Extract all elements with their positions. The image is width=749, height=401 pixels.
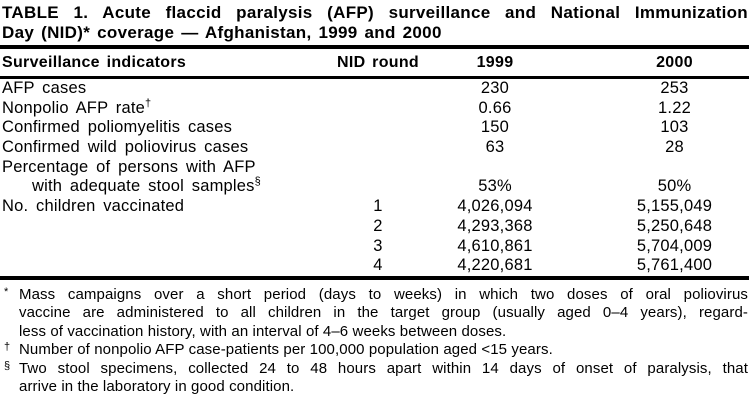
nid-round-cell: 1 — [373, 197, 383, 216]
table-row: 4 4,220,681 5,761,400 — [0, 256, 749, 276]
nid-round-cell: 2 — [373, 216, 383, 235]
table-row: Confirmed wild poliovirus cases 63 28 — [0, 138, 749, 158]
value-2000-cell: 103 — [660, 118, 689, 137]
column-header-2000: 2000 — [656, 54, 693, 71]
nid-round-cell: 3 — [373, 236, 383, 255]
table-row: No. children vaccinated 1 4,026,094 5,155,0… — [0, 197, 749, 217]
table-title-line-1: TABLE 1. Acute flaccid paralysis (AFP) s… — [2, 3, 748, 22]
table-header-row: Surveillance indicators NID round 1999 2… — [0, 49, 749, 76]
value-1999-cell: 230 — [480, 79, 510, 97]
footnote-line: less of vaccination history, with an int… — [19, 322, 507, 340]
value-2000-cell: 5,704,009 — [636, 236, 713, 255]
indicator-cell: Confirmed poliomyelitis cases — [2, 118, 233, 137]
table-row: 2 4,293,368 5,250,648 — [0, 217, 749, 237]
footnotes: * Mass campaigns over a short period (day… — [0, 280, 749, 397]
indicator-cell: with adequate stool samples§ — [32, 175, 261, 196]
footnote-line: arrive in the laboratory in good conditi… — [19, 378, 295, 396]
indicator-cell: AFP cases — [2, 79, 87, 97]
table-row: Percentage of persons with AFP — [0, 158, 749, 178]
footnote-line: Two stool specimens, collected 24 to 48 … — [19, 359, 748, 377]
bottom-rule — [0, 275, 749, 280]
value-2000-cell: 1.22 — [658, 98, 691, 117]
indicator-cell: No. children vaccinated — [2, 197, 185, 216]
table-row: Confirmed poliomyelitis cases 150 103 — [0, 118, 749, 138]
footnote-line: vaccine are administered to all children… — [19, 304, 748, 322]
footnote-marker: † — [145, 97, 152, 110]
table-row: AFP cases 230 253 — [0, 79, 749, 99]
value-1999-cell: 4,610,861 — [457, 236, 533, 255]
column-header-nid-round: NID round — [336, 54, 420, 71]
value-1999-cell: 4,026,094 — [457, 197, 533, 216]
footnote-marker: * — [4, 285, 9, 298]
value-2000-cell: 5,250,648 — [636, 216, 713, 235]
value-2000-cell: 5,761,400 — [636, 256, 713, 275]
value-1999-cell: 53% — [478, 177, 512, 196]
table-row: 3 4,610,861 5,704,009 — [0, 237, 749, 257]
indicator-cell: Nonpolio AFP rate† — [2, 97, 152, 117]
indicator-cell: Confirmed wild poliovirus cases — [2, 138, 249, 157]
value-1999-cell: 63 — [485, 138, 505, 157]
top-rule — [0, 45, 749, 49]
value-2000-cell: 50% — [657, 177, 692, 196]
table-title: TABLE 1. Acute flaccid paralysis (AFP) s… — [0, 0, 749, 43]
value-1999-cell: 4,293,368 — [457, 216, 533, 235]
column-header-surveillance-indicators: Surveillance indicators — [2, 54, 187, 71]
footnote: * Mass campaigns over a short period (day… — [0, 286, 749, 342]
header-rule — [0, 76, 749, 79]
footnote: § Two stool specimens, collected 24 to 48… — [0, 360, 749, 397]
value-1999-cell: 0.66 — [478, 98, 512, 117]
nid-round-cell: 4 — [373, 256, 383, 275]
column-header-1999: 1999 — [476, 54, 514, 71]
value-2000-cell: 253 — [660, 79, 689, 97]
footnote-line: Number of nonpolio AFP case-patients per… — [19, 341, 553, 359]
value-2000-cell: 5,155,049 — [636, 197, 713, 216]
footnote-marker: † — [4, 341, 11, 354]
value-2000-cell: 28 — [665, 138, 684, 157]
footnote-line: Mass campaigns over a short period (days… — [19, 285, 748, 303]
indicator-cell: Percentage of persons with AFP — [2, 157, 256, 176]
footnote: † Number of nonpolio AFP case-patients pe… — [0, 341, 749, 360]
value-1999-cell: 150 — [480, 118, 510, 137]
footnote-marker: § — [254, 175, 261, 188]
footnote-marker: § — [4, 359, 11, 372]
table-body: AFP cases 230 253 Nonpolio AFP rate† 0.66 1.2… — [0, 79, 749, 276]
table-row: Nonpolio AFP rate† 0.66 1.22 — [0, 97, 749, 119]
table-row: with adequate stool samples§ 53% 50% — [0, 175, 749, 197]
value-1999-cell: 4,220,681 — [457, 256, 533, 275]
table-title-line-2: Day (NID)* coverage — Afghanistan, 1999 … — [2, 23, 442, 42]
